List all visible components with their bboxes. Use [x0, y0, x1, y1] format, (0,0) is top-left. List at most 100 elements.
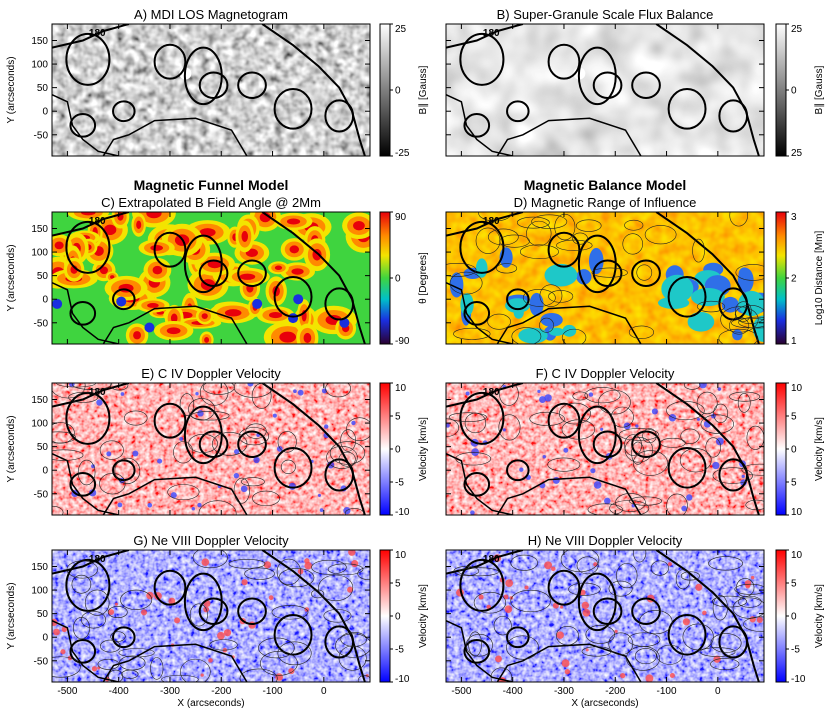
network-cell [705, 437, 722, 458]
speckle [669, 672, 675, 679]
network-cell [446, 263, 477, 277]
contour-loop [69, 472, 97, 497]
network-cell [737, 595, 762, 608]
network-cell [734, 583, 764, 595]
speckle [132, 450, 139, 457]
panel-f: 180 F) C IV Doppler Velocity 10 5 0 5 10 Veloci… [445, 366, 825, 518]
x-tick-label: -100 [263, 686, 283, 697]
network-cell [118, 648, 155, 658]
contour-loop [631, 259, 661, 288]
speckle [191, 507, 196, 511]
network-cell [624, 219, 644, 231]
angle-blob [166, 327, 181, 335]
speckle [304, 558, 310, 564]
x-tick-label: 0 [715, 686, 721, 697]
colorbar-tick-label: 3 [791, 212, 797, 223]
network-cell [260, 651, 298, 676]
colorbar-tick-label: 2 [791, 274, 797, 285]
colorbar [379, 211, 391, 345]
speckle [544, 561, 553, 570]
speckle [600, 427, 604, 431]
network-cell [634, 648, 657, 665]
network-cell [568, 582, 601, 596]
contour-line [52, 212, 130, 237]
speckle [276, 446, 283, 452]
network-cell [729, 316, 750, 335]
speckle [539, 396, 546, 404]
network-cell [522, 288, 556, 307]
network-cell [277, 431, 297, 453]
network-cell [711, 595, 748, 608]
speckle [502, 428, 506, 432]
network-cell [325, 383, 352, 398]
network-cell [338, 645, 367, 671]
contour-loop [592, 259, 623, 288]
y-tick-label: -50 [34, 130, 49, 141]
network-cell [499, 234, 530, 248]
network-cell [278, 568, 315, 588]
panel-a: 180 -50 0 50 100 150 A) MDI LOS Magnetogram Y (… [6, 7, 429, 159]
network-cell [713, 403, 729, 423]
contour-loop [237, 597, 267, 626]
network-cell [624, 434, 642, 456]
speckle [519, 467, 524, 472]
contour-loop [506, 459, 530, 482]
speckle [263, 561, 272, 569]
y-tick-label: 150 [31, 36, 48, 47]
panel-image [52, 383, 370, 515]
contour-loop [667, 88, 707, 130]
network-cell [559, 402, 591, 425]
contour-loop [198, 597, 229, 626]
y-tick-label: 100 [31, 60, 48, 71]
speckle [717, 387, 722, 391]
network-cell [71, 383, 112, 390]
network-cell [311, 589, 325, 599]
network-cell [192, 550, 228, 569]
speckle [542, 454, 547, 459]
network-cell [446, 418, 460, 437]
negative-angle [52, 298, 63, 309]
contour-loop [324, 287, 355, 321]
speckle [120, 392, 125, 396]
network-cell [633, 550, 647, 563]
network-cell [209, 639, 238, 651]
network-cell [628, 496, 663, 506]
contour-line [446, 282, 513, 344]
contour-line [446, 24, 524, 49]
speckle [348, 550, 356, 556]
speckle [715, 437, 724, 446]
y-tick-label: 100 [31, 419, 48, 430]
speckle [197, 410, 204, 417]
speckle [170, 492, 177, 499]
contour-loop [237, 430, 267, 459]
angle-blob [241, 230, 249, 243]
x-axis-label: X (arcseconds) [571, 698, 638, 709]
contour-line [446, 453, 513, 515]
colorbar-tick-label: -10 [395, 674, 410, 685]
y-tick-label: -50 [34, 656, 49, 667]
speckle [108, 609, 115, 615]
speckle [552, 476, 560, 484]
panel-title: H) Ne VIII Doppler Velocity [528, 533, 683, 548]
contour-loop [463, 113, 491, 138]
contour-line [496, 305, 642, 344]
speckle [604, 497, 611, 505]
panel-title: G) Ne VIII Doppler Velocity [133, 533, 289, 548]
angle-blob [146, 212, 162, 219]
network-cell [554, 213, 576, 241]
network-cell [680, 428, 700, 444]
speckle [347, 586, 354, 593]
contour-loop [324, 458, 355, 492]
network-cell [340, 429, 356, 452]
angle-blob [224, 309, 242, 317]
contour-label: 180 [483, 28, 500, 39]
contour-line [261, 212, 366, 344]
network-cell [560, 550, 600, 573]
angle-blob [99, 266, 108, 275]
contour-loop [69, 639, 97, 664]
colorbar-label: B∥ [Gauss] [418, 65, 429, 114]
contour-line [102, 117, 248, 156]
network-cell [120, 589, 153, 610]
network-cell [276, 558, 301, 586]
